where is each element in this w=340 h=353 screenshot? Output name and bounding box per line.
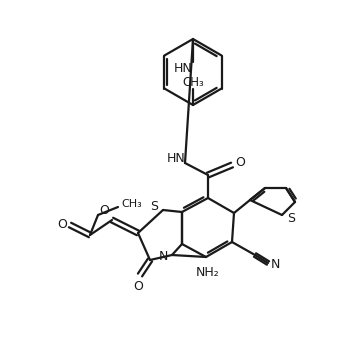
Text: N: N <box>158 250 168 263</box>
Text: S: S <box>287 211 295 225</box>
Text: O: O <box>133 281 143 293</box>
Text: S: S <box>150 201 158 214</box>
Text: CH₃: CH₃ <box>182 77 204 90</box>
Text: O: O <box>99 204 109 217</box>
Text: HN: HN <box>167 151 185 164</box>
Text: O: O <box>57 219 67 232</box>
Text: O: O <box>235 156 245 169</box>
Text: N: N <box>270 258 280 271</box>
Text: HN: HN <box>174 62 192 76</box>
Text: CH₃: CH₃ <box>122 199 142 209</box>
Text: NH₂: NH₂ <box>196 265 220 279</box>
